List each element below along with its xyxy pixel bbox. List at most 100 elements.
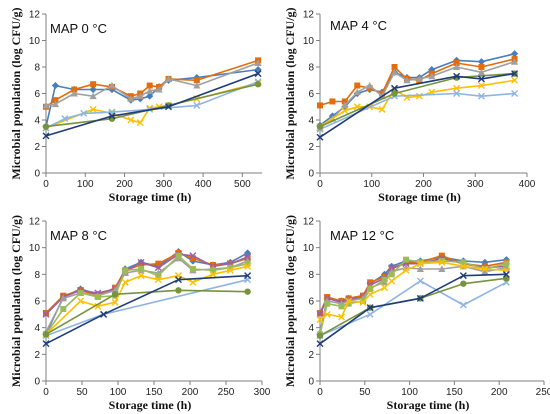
y-tick-label: 4 <box>34 323 40 334</box>
data-point <box>345 300 352 307</box>
y-tick-label: 6 <box>308 89 314 100</box>
data-point <box>155 260 162 267</box>
data-point <box>510 50 519 58</box>
data-point <box>61 115 69 123</box>
series <box>42 272 252 348</box>
series <box>316 270 510 348</box>
chart-panel: 0 2 4 6 8 10 12 0 100 200 300 400 500 Storage time (h… <box>9 7 262 204</box>
y-tick-label: 2 <box>34 350 40 361</box>
data-point <box>341 101 349 109</box>
data-point <box>89 85 97 94</box>
x-tick-label: 250 <box>218 387 235 398</box>
data-point <box>453 60 460 67</box>
data-point <box>511 70 519 78</box>
y-tick-label: 0 <box>34 377 40 388</box>
data-point <box>244 272 252 280</box>
data-point <box>502 270 510 278</box>
data-point <box>388 264 396 272</box>
data-point <box>360 298 367 304</box>
x-tick-label: 300 <box>467 179 484 190</box>
data-point <box>460 280 467 287</box>
data-point <box>111 291 119 298</box>
data-point <box>477 92 485 100</box>
data-point <box>366 81 374 89</box>
data-point <box>121 278 129 286</box>
data-point <box>100 310 108 318</box>
data-point <box>71 86 78 93</box>
y-tick-label: 10 <box>303 36 315 47</box>
x-tick-label: 0 <box>43 179 49 190</box>
y-tick-label: 4 <box>308 116 314 127</box>
y-tick-label: 2 <box>308 350 314 361</box>
data-point <box>244 288 251 295</box>
data-point <box>227 264 234 271</box>
data-point <box>189 266 196 272</box>
data-point <box>42 101 50 109</box>
data-point <box>415 75 423 82</box>
y-tick-label: 0 <box>308 169 314 180</box>
data-point <box>316 332 324 339</box>
data-point <box>138 262 145 268</box>
data-point <box>416 294 424 302</box>
data-point <box>42 331 50 338</box>
x-tick-label: 0 <box>317 179 323 190</box>
data-point <box>403 256 410 263</box>
data-point <box>51 81 60 90</box>
data-point <box>477 82 485 90</box>
data-point <box>391 84 399 92</box>
x-axis-title: Storage time (h) <box>109 398 192 412</box>
data-point <box>388 277 396 285</box>
data-point <box>89 92 97 100</box>
data-point <box>193 77 200 84</box>
x-tick-label: 400 <box>519 179 536 190</box>
data-point <box>460 259 467 266</box>
data-point <box>438 252 445 259</box>
x-tick-label: 400 <box>195 179 212 190</box>
data-point <box>164 75 173 82</box>
chart-panel: 0 2 4 6 8 10 12 0 50 100 150 200 250 300 Storage time … <box>9 215 271 412</box>
data-point <box>60 306 67 312</box>
series <box>42 66 262 131</box>
y-tick-label: 6 <box>34 297 40 308</box>
data-point <box>155 272 162 279</box>
data-point <box>459 262 467 270</box>
data-point <box>381 276 388 283</box>
data-point <box>226 266 234 274</box>
data-point <box>94 294 101 300</box>
data-point <box>438 258 446 266</box>
y-tick-label: 2 <box>308 142 314 153</box>
y-tick-label: 12 <box>303 10 315 21</box>
data-point <box>254 70 262 78</box>
y-tick-label: 8 <box>34 63 40 74</box>
series-line <box>45 274 248 345</box>
data-point <box>353 88 361 96</box>
y-tick-label: 0 <box>34 169 40 180</box>
x-tick-label: 500 <box>234 179 251 190</box>
x-tick-label: 200 <box>415 179 432 190</box>
data-point <box>154 264 162 272</box>
x-tick-label: 100 <box>363 179 380 190</box>
x-tick-label: 250 <box>536 387 550 398</box>
series <box>42 287 251 338</box>
data-point <box>391 90 398 97</box>
data-point <box>209 270 217 278</box>
x-axis-title: Storage time (h) <box>378 190 461 204</box>
data-point <box>316 133 324 141</box>
data-point <box>459 272 467 280</box>
data-point <box>403 76 411 84</box>
data-point <box>329 98 336 105</box>
data-point <box>254 66 262 74</box>
y-axis-title: Microbial population (log CFU/g) <box>9 215 23 387</box>
y-tick-label: 6 <box>34 89 40 100</box>
x-tick-label: 300 <box>155 179 172 190</box>
data-point <box>341 107 349 115</box>
panel-title: MAP 4 °C <box>330 18 387 33</box>
data-point <box>244 262 252 270</box>
data-point <box>481 265 489 273</box>
panel-title: MAP 12 °C <box>330 228 394 243</box>
series-line <box>45 59 259 108</box>
y-tick-label: 10 <box>29 243 41 254</box>
data-point <box>189 278 197 286</box>
y-tick-label: 12 <box>303 217 315 228</box>
y-tick-label: 8 <box>308 63 314 74</box>
